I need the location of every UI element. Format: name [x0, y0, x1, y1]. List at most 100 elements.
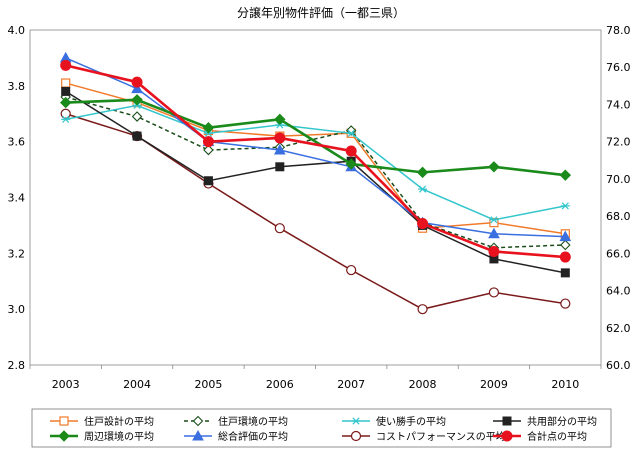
legend-item: 住戸設計の平均	[50, 415, 154, 428]
plot-area	[29, 29, 602, 366]
data-point	[350, 430, 362, 442]
data-point	[59, 416, 69, 426]
legend-box	[31, 408, 612, 448]
data-point	[61, 86, 71, 96]
legend-item: 使い勝手の平均	[342, 415, 446, 428]
data-point	[560, 268, 570, 278]
data-point	[60, 108, 71, 119]
data-point	[560, 202, 570, 210]
data-point	[501, 430, 513, 442]
legend-label: 使い勝手の平均	[376, 415, 446, 428]
series-line	[65, 64, 566, 259]
data-point	[346, 264, 357, 276]
data-point	[131, 82, 143, 94]
legend-item: 共用部分の平均	[493, 415, 597, 428]
data-point	[274, 113, 286, 126]
data-point	[192, 415, 204, 427]
series-line	[65, 98, 566, 177]
data-point	[59, 96, 72, 109]
y-left-tick-label: 3.6	[8, 136, 26, 149]
data-point	[488, 287, 500, 298]
data-point	[560, 298, 571, 309]
series-line	[65, 82, 566, 235]
chart-title: 分譲年別物件評価（一都三県）	[237, 5, 405, 20]
data-point	[202, 136, 214, 148]
legend-item: 周辺環境の平均	[50, 430, 154, 443]
data-point	[346, 129, 356, 137]
data-point	[132, 131, 142, 141]
data-point	[560, 239, 571, 251]
y-left-tick-label: 3.8	[8, 80, 26, 93]
y-right-tick-label: 60.0	[606, 359, 631, 372]
data-point	[417, 218, 429, 230]
y-right-tick-label: 70.0	[606, 173, 631, 186]
data-point	[131, 94, 143, 106]
data-point	[559, 169, 572, 181]
data-point	[131, 76, 143, 88]
data-point	[61, 115, 71, 123]
data-point	[345, 145, 357, 157]
data-point	[275, 162, 285, 172]
y-left-tick-label: 3.2	[8, 247, 26, 260]
data-point	[203, 144, 214, 156]
data-point	[559, 251, 571, 263]
y-right-tick-label: 78.0	[606, 24, 631, 37]
legend-item: 総合評価の平均	[184, 429, 288, 443]
data-point	[488, 245, 500, 257]
series-line	[65, 104, 566, 221]
data-point	[489, 218, 499, 228]
y-left-tick-label: 3.0	[8, 303, 26, 316]
y-right-tick-label: 76.0	[606, 61, 631, 74]
y-right-tick-label: 66.0	[606, 247, 631, 260]
data-point	[488, 227, 500, 239]
series-8	[60, 59, 571, 263]
series-line	[65, 96, 566, 249]
legend-label: 住戸環境の平均	[218, 415, 288, 428]
y-right-tick-label: 72.0	[606, 136, 631, 149]
legend-label: 合計点の平均	[527, 430, 587, 443]
data-point	[418, 185, 428, 193]
y-right-tick-label: 62.0	[606, 322, 631, 335]
data-point	[559, 230, 572, 242]
data-point	[131, 111, 143, 122]
data-point	[345, 158, 357, 170]
x-tick-label: 2008	[409, 378, 437, 391]
x-tick-label: 2007	[337, 378, 365, 391]
x-tick-label: 2005	[194, 378, 222, 391]
y-right-tick-label: 68.0	[606, 210, 631, 223]
data-point	[273, 144, 286, 155]
y-left-tick-label: 3.4	[8, 192, 26, 205]
data-point	[488, 161, 500, 173]
series-line	[65, 57, 566, 238]
legend-label: 共用部分の平均	[527, 415, 597, 428]
data-point	[274, 223, 285, 234]
legend-label: 総合評価の平均	[218, 430, 288, 443]
data-point	[58, 430, 70, 442]
data-point	[417, 304, 428, 315]
data-point	[61, 78, 71, 88]
x-tick-label: 2009	[480, 378, 508, 391]
legend-label: 住戸設計の平均	[84, 415, 154, 428]
data-point	[416, 166, 429, 179]
y-left-tick-label: 4.0	[8, 24, 26, 37]
series-line	[65, 90, 566, 274]
data-point	[489, 216, 499, 224]
y-right-tick-label: 64.0	[606, 285, 631, 298]
legend-item: コストパフォーマンスの平均	[342, 430, 506, 443]
data-point	[502, 416, 512, 426]
legend-label: 周辺環境の平均	[84, 430, 154, 443]
data-point	[192, 429, 204, 441]
data-point	[351, 417, 361, 425]
x-tick-label: 2010	[551, 378, 579, 391]
data-point	[60, 59, 72, 71]
x-tick-label: 2006	[266, 378, 294, 391]
legend-item: 合計点の平均	[493, 430, 587, 443]
x-tick-label: 2004	[123, 378, 151, 391]
data-point	[203, 176, 213, 186]
legend-item: 住戸環境の平均	[184, 415, 288, 428]
series-5	[59, 94, 572, 181]
data-point	[274, 132, 286, 144]
data-point	[202, 122, 215, 134]
